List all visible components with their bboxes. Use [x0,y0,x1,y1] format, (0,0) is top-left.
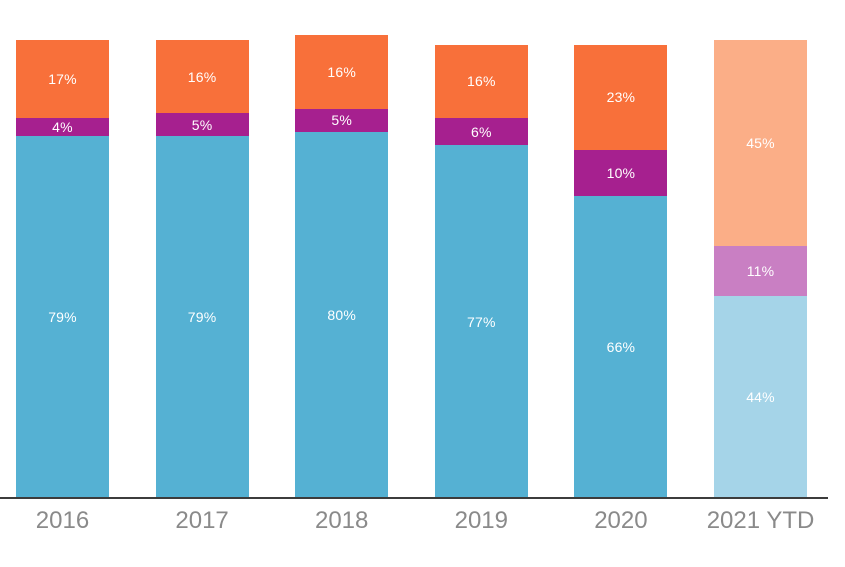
bottom-segment: 66% [574,195,668,498]
segment-label: 16% [327,64,356,81]
x-axis-line [0,497,828,499]
x-axis-label-2016: 2016 [35,507,90,534]
bottom-segment: 79% [155,136,249,498]
top-segment: 17% [16,40,109,118]
middle-segment: 11% [714,246,807,297]
bar-2021-ytd: 45% 11% 44% [714,40,807,498]
bar-2020: 23% 10% 66% [574,44,668,498]
middle-segment: 6% [434,117,528,146]
x-axis-label-2020: 2020 [594,507,648,534]
bottom-segment: 79% [16,136,109,498]
x-axis-label-2021-ytd: 2021 YTD [706,507,815,534]
segment-label: 16% [466,73,496,90]
segment-label: 23% [606,89,636,106]
segment-label: 17% [48,70,77,87]
segment-label: 77% [466,313,496,330]
bar-2018: 16% 5% 80% [295,35,389,498]
x-axis-label-2018: 2018 [314,507,369,534]
segment-label: 66% [606,338,636,355]
x-axis-label-2019: 2019 [454,507,508,534]
segment-label: 79% [187,309,217,326]
bottom-segment: 77% [434,145,528,498]
x-axis-label-2017: 2017 [175,507,229,534]
bar-2016: 17% 4% 79% [16,40,109,498]
bar-2017: 16% 5% 79% [155,40,249,498]
top-segment: 16% [155,40,249,114]
middle-segment: 5% [295,108,389,132]
segment-label: 6% [470,123,492,140]
segment-label: 80% [327,306,356,323]
segment-label: 11% [746,263,775,280]
top-segment: 16% [295,35,389,109]
segment-label: 44% [746,389,775,406]
bottom-segment: 80% [295,131,389,498]
bottom-segment: 44% [714,296,807,498]
segment-label: 5% [331,112,352,129]
middle-segment: 5% [155,113,249,137]
segment-label: 5% [191,116,213,133]
segment-label: 10% [606,164,636,181]
segment-label: 79% [48,309,77,326]
middle-segment: 4% [16,117,109,137]
segment-label: 4% [52,119,73,136]
top-segment: 23% [574,44,668,150]
middle-segment: 10% [574,149,668,196]
segment-label: 45% [746,135,775,152]
bar-2019: 16% 6% 77% [434,44,528,498]
segment-label: 16% [187,68,217,85]
top-segment: 16% [434,44,528,118]
top-segment: 45% [714,40,807,247]
